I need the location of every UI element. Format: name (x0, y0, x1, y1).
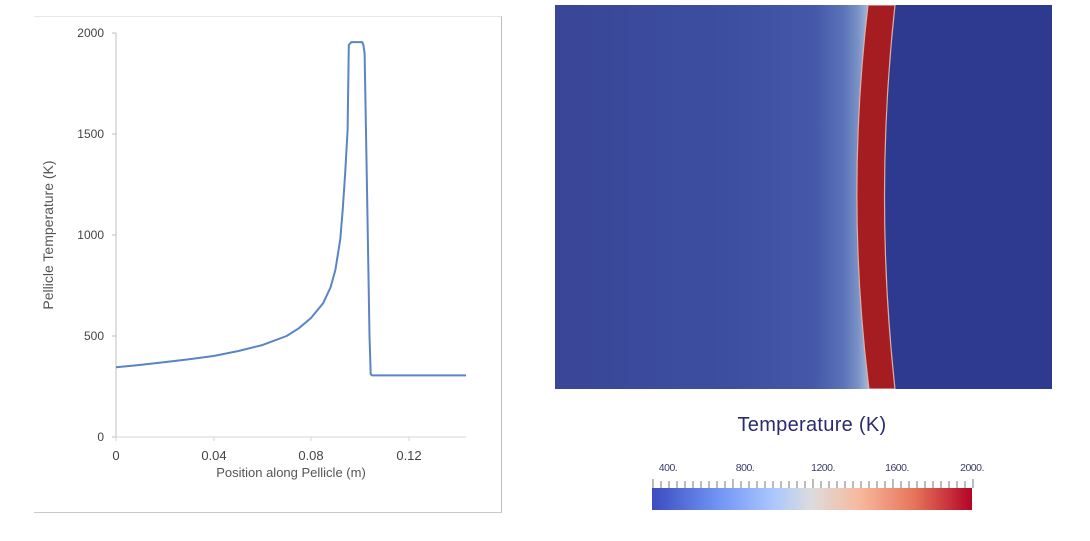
x-tick-label: 0 (112, 448, 120, 463)
line-chart-frame (34, 16, 502, 513)
colorbar-title: Temperature (K) (737, 414, 887, 436)
temperature-field-heatmap (555, 5, 1052, 389)
colorbar-ticks (652, 479, 974, 488)
colorbar-tick-label: 2000. (960, 462, 984, 474)
y-tick-label: 1500 (77, 127, 104, 141)
y-axis-ticks (112, 32, 116, 438)
x-tick-label: 0.12 (396, 448, 422, 463)
colorbar-tick-label: 1600. (885, 462, 909, 474)
temperature-line-series (115, 41, 466, 377)
line-plot-area (112, 32, 466, 441)
hot-front-band (856, 5, 896, 389)
x-axis-ticks (115, 437, 410, 441)
y-tick-label: 0 (97, 430, 104, 444)
cold-region (884, 5, 1052, 389)
y-tick-label: 2000 (77, 26, 104, 40)
x-axis-title: Position along Pellicle (m) (216, 465, 366, 480)
colorbar-tick-label: 800. (735, 462, 755, 474)
x-tick-label: 0.04 (201, 448, 227, 463)
colorbar (652, 488, 972, 510)
y-tick-label: 500 (83, 329, 104, 343)
y-tick-label: 1000 (77, 228, 104, 242)
colorbar-tick-label: 400. (658, 462, 678, 474)
colorbar-tick-label: 1200. (811, 462, 835, 474)
x-tick-label: 0.08 (298, 448, 324, 463)
